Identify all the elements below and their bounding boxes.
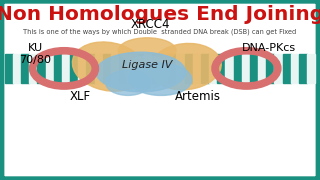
Bar xyxy=(127,54,135,83)
Bar xyxy=(95,54,103,83)
Bar xyxy=(234,54,242,83)
Bar xyxy=(70,54,78,83)
Bar xyxy=(201,54,209,83)
Bar xyxy=(266,54,274,83)
Bar xyxy=(152,54,160,83)
Bar xyxy=(258,54,266,83)
Bar xyxy=(307,54,315,83)
Ellipse shape xyxy=(106,70,150,95)
Text: XRCC4: XRCC4 xyxy=(131,18,170,31)
Bar xyxy=(135,54,144,83)
Bar xyxy=(168,54,176,83)
Text: DNA-PKcs: DNA-PKcs xyxy=(242,43,296,53)
Ellipse shape xyxy=(125,56,170,88)
Ellipse shape xyxy=(128,63,192,95)
Bar xyxy=(13,54,21,83)
Bar xyxy=(225,54,234,83)
Bar xyxy=(46,54,54,83)
Bar xyxy=(119,54,127,83)
Bar xyxy=(291,54,299,83)
Bar xyxy=(86,54,95,83)
Bar xyxy=(176,54,185,83)
Ellipse shape xyxy=(72,42,145,91)
Bar xyxy=(242,54,250,83)
Bar xyxy=(299,54,307,83)
Bar xyxy=(54,54,62,83)
Text: KU
70/80: KU 70/80 xyxy=(19,43,51,65)
Text: This is one of the ways by which Double  stranded DNA break (DSB) can get Fixed: This is one of the ways by which Double … xyxy=(23,29,297,35)
Text: Ligase IV: Ligase IV xyxy=(122,60,172,70)
Ellipse shape xyxy=(96,52,186,92)
FancyBboxPatch shape xyxy=(2,1,318,179)
Text: Non Homologues End Joining: Non Homologues End Joining xyxy=(0,5,320,24)
Bar xyxy=(21,54,29,83)
Bar xyxy=(217,54,225,83)
Text: XLF: XLF xyxy=(69,90,91,103)
Bar xyxy=(250,54,258,83)
Bar xyxy=(160,54,168,83)
Bar xyxy=(62,54,70,83)
Bar xyxy=(185,54,193,83)
Bar xyxy=(37,54,46,83)
Bar xyxy=(5,54,13,83)
Bar xyxy=(78,54,86,83)
Bar xyxy=(283,54,291,83)
Bar xyxy=(29,54,37,83)
Bar xyxy=(103,54,111,83)
Bar xyxy=(209,54,217,83)
Ellipse shape xyxy=(150,43,221,90)
Bar xyxy=(111,54,119,83)
Bar xyxy=(193,54,201,83)
Bar xyxy=(274,54,283,83)
Bar xyxy=(144,54,152,83)
Ellipse shape xyxy=(118,38,176,63)
Text: Artemis: Artemis xyxy=(175,90,221,103)
